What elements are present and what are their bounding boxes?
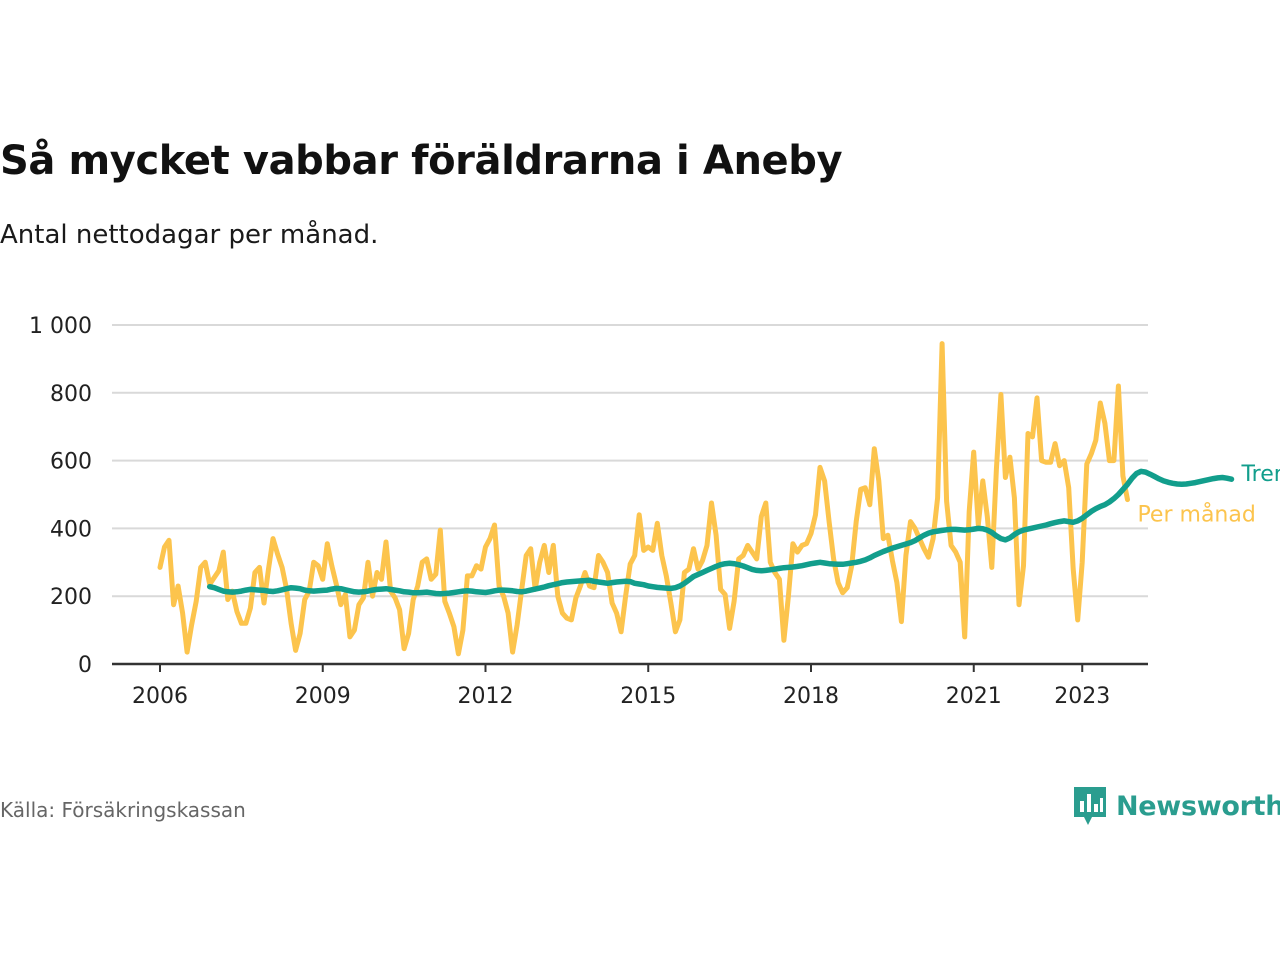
- x-tick-label: 2009: [295, 684, 351, 709]
- brand-name: Newsworthy: [1116, 790, 1280, 822]
- y-tick-label: 0: [78, 653, 92, 678]
- series-label-trend: Trend: [1240, 462, 1280, 487]
- series-labels: Per månad Trend: [1137, 462, 1280, 527]
- x-tick-label: 2006: [132, 684, 188, 709]
- series-line-monthly: [157, 341, 1130, 657]
- x-tick-label: 2018: [783, 684, 839, 709]
- source-note: Källa: Försäkringskassan: [0, 798, 246, 822]
- y-tick-label: 400: [50, 517, 92, 542]
- y-axis-ticks: 0 200 400 600 800 1 000: [29, 314, 92, 678]
- x-tick-label: 2012: [458, 684, 514, 709]
- x-axis-ticks: 2006 2009 2012 2015 2018 2021 2023: [112, 662, 1148, 709]
- y-tick-label: 600: [50, 450, 92, 475]
- newsworthy-logo-icon: [1074, 787, 1106, 825]
- brand-logo[interactable]: Newsworthy: [1072, 784, 1280, 828]
- series-lines: [157, 341, 1235, 657]
- x-tick-label: 2015: [620, 684, 676, 709]
- series-label-monthly: Per månad: [1137, 502, 1255, 528]
- y-tick-label: 200: [50, 585, 92, 610]
- chart-subtitle: Antal nettodagar per månad.: [0, 220, 379, 250]
- y-tick-label: 1 000: [29, 314, 92, 339]
- x-tick-label: 2021: [946, 684, 1002, 709]
- y-tick-label: 800: [50, 382, 92, 407]
- chart-title: Så mycket vabbar föräldrarna i Aneby: [0, 138, 843, 184]
- x-tick-label: 2023: [1054, 684, 1110, 709]
- series-line-trend: [206, 468, 1235, 597]
